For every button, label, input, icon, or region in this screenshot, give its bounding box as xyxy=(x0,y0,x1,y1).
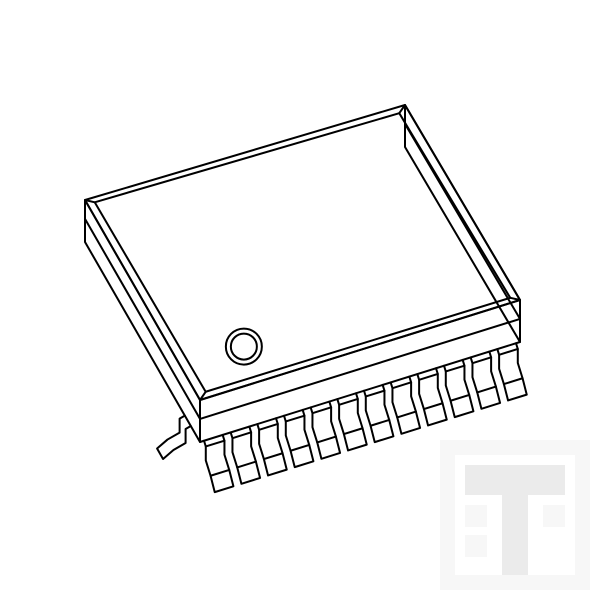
watermark-logo xyxy=(430,430,600,600)
